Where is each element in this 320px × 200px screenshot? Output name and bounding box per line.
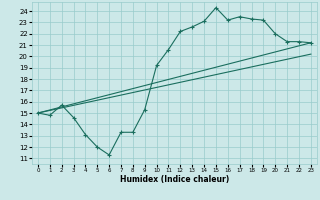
X-axis label: Humidex (Indice chaleur): Humidex (Indice chaleur) [120,175,229,184]
